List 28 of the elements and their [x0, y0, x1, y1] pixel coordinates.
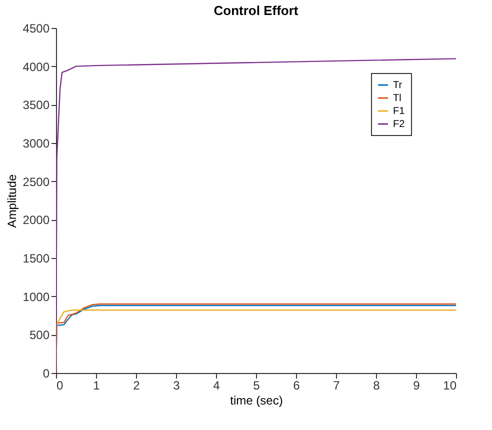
y-tick-label: 0 [42, 366, 50, 380]
legend-label: Tr [393, 80, 403, 91]
x-tick-label: 6 [293, 378, 300, 392]
y-tick-label: 3500 [22, 98, 50, 112]
legend-label: F2 [393, 119, 406, 130]
y-tick-label: 1500 [22, 252, 50, 266]
y-tick-label: 500 [29, 328, 50, 342]
x-tick-label: 10 [443, 378, 457, 392]
y-tick-label: 3000 [22, 136, 50, 150]
x-tick-label: 3 [173, 378, 180, 392]
x-tick-label: 9 [413, 378, 420, 392]
x-tick-label: 7 [333, 378, 340, 392]
legend-label: Tl [393, 93, 402, 104]
y-tick-label: 4000 [22, 60, 50, 74]
x-tick-label: 8 [373, 378, 380, 392]
x-tick-label: 0 [56, 378, 64, 392]
y-tick-label: 1000 [22, 290, 50, 304]
y-axis-title: Amplitude [4, 174, 19, 228]
x-tick-label: 2 [133, 378, 140, 392]
legend-label: F1 [393, 106, 406, 117]
x-axis-title: time (sec) [230, 394, 283, 408]
y-tick-label: 4500 [22, 22, 50, 36]
chart-title: Control Effort [214, 3, 299, 18]
x-tick-label: 1 [93, 378, 100, 392]
x-tick-label: 4 [213, 378, 220, 392]
y-tick-label: 2500 [22, 174, 50, 189]
x-tick-label: 5 [253, 378, 260, 392]
y-tick-label: 2000 [22, 213, 50, 228]
